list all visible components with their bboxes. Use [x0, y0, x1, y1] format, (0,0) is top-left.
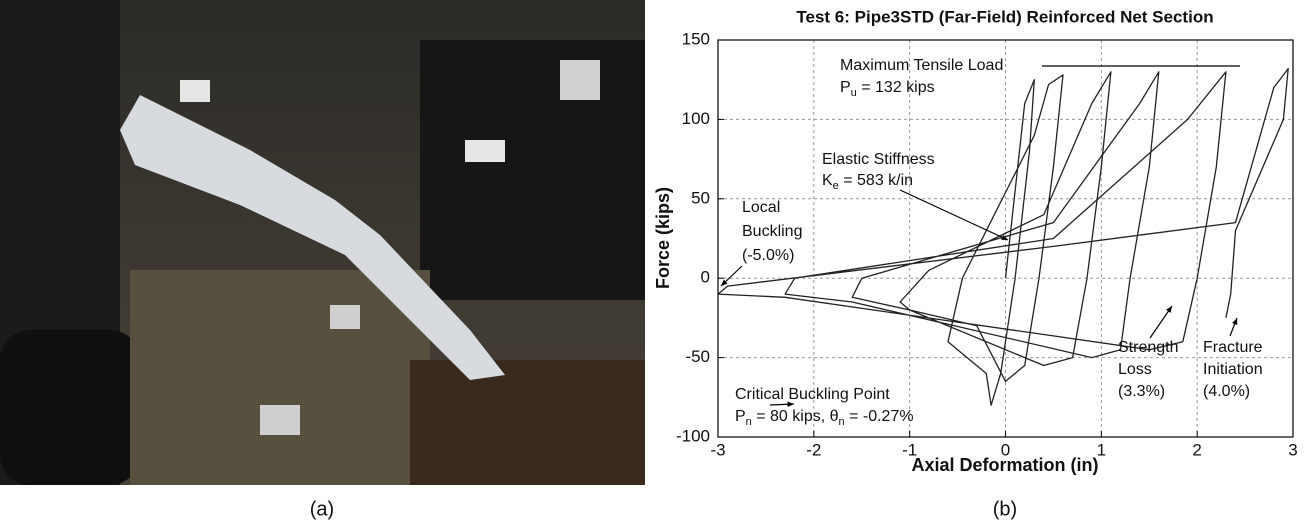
annotation-text: Buckling: [742, 223, 802, 240]
annotation: (3.3%): [1118, 383, 1165, 400]
annotation-text: Critical Buckling Point: [735, 386, 890, 403]
x-tick-label: 1: [1097, 440, 1106, 459]
annotation-text: Elastic Stiffness: [822, 151, 935, 168]
annotation-text: = 583 k/in: [839, 172, 913, 189]
annotation-text: P: [840, 79, 851, 96]
x-tick-label: 2: [1192, 440, 1201, 459]
x-tick-label: 0: [1001, 440, 1010, 459]
x-tick-label: -1: [902, 440, 917, 459]
annotation-text: Local: [742, 199, 780, 216]
annotation-text: = 80 kips, θ: [752, 408, 839, 425]
chart-title: Test 6: Pipe3STD (Far-Field) Reinforced …: [796, 7, 1213, 26]
arrow-head: [1232, 318, 1237, 325]
arrow-head: [1166, 306, 1172, 313]
annotation-arrow: [900, 190, 1008, 240]
annotation-text: P: [735, 408, 746, 425]
annotation: Local: [742, 199, 780, 216]
annotation: Initiation: [1203, 361, 1263, 378]
annotation: Loss: [1118, 361, 1152, 378]
x-tick-label: -2: [806, 440, 821, 459]
y-tick-label: 100: [682, 109, 710, 128]
annotation-text: Maximum Tensile Load: [840, 57, 1003, 74]
annotation: Maximum Tensile Load: [840, 57, 1003, 74]
panel-label: (a): [310, 498, 334, 520]
y-tick-label: 0: [701, 268, 710, 287]
annotation: Fracture: [1203, 339, 1263, 356]
y-tick-label: -100: [676, 426, 710, 445]
fixture: [410, 360, 645, 485]
annotation-text: K: [822, 172, 833, 189]
x-tick-label: 3: [1288, 440, 1297, 459]
annotation: Buckling: [742, 223, 802, 240]
y-axis-title: Force (kips): [653, 187, 673, 289]
annotation: Elastic Stiffness: [822, 151, 935, 168]
y-tick-label: 50: [691, 188, 710, 207]
annotation: Pu = 132 kips: [840, 79, 935, 99]
annotation-text: = 132 kips: [857, 79, 935, 96]
figure: (a) (b) Test 6: Pipe3STD (Far-Field) Rei…: [0, 0, 1309, 524]
annotation: (-5.0%): [742, 247, 794, 264]
x-tick-label: -3: [710, 440, 725, 459]
sensor: [465, 140, 505, 162]
sensor: [260, 405, 300, 435]
annotation-text: = -0.27%: [845, 408, 914, 425]
annotation: Strength: [1118, 339, 1178, 356]
annotation: Critical Buckling Point: [735, 386, 890, 403]
annotation-text: (-5.0%): [742, 247, 794, 264]
floor: [130, 270, 430, 485]
annotation: Pn = 80 kips, θn = -0.27%: [735, 408, 914, 428]
annotation-text: Fracture: [1203, 339, 1263, 356]
photo: [0, 0, 645, 485]
annotation-text: (3.3%): [1118, 383, 1165, 400]
annotation-text: (4.0%): [1203, 383, 1250, 400]
sensor: [330, 305, 360, 329]
annotation-text: Loss: [1118, 361, 1152, 378]
panel-label: (b): [993, 498, 1017, 520]
annotation-text: Strength: [1118, 339, 1178, 356]
actuator: [420, 40, 645, 300]
sensor: [560, 60, 600, 100]
sensor: [180, 80, 210, 102]
annotation-text: Initiation: [1203, 361, 1263, 378]
annotation: (4.0%): [1203, 383, 1250, 400]
y-tick-label: 150: [682, 29, 710, 48]
cylinder: [0, 330, 140, 485]
y-tick-label: -50: [685, 347, 710, 366]
annotation: Ke = 583 k/in: [822, 172, 913, 192]
